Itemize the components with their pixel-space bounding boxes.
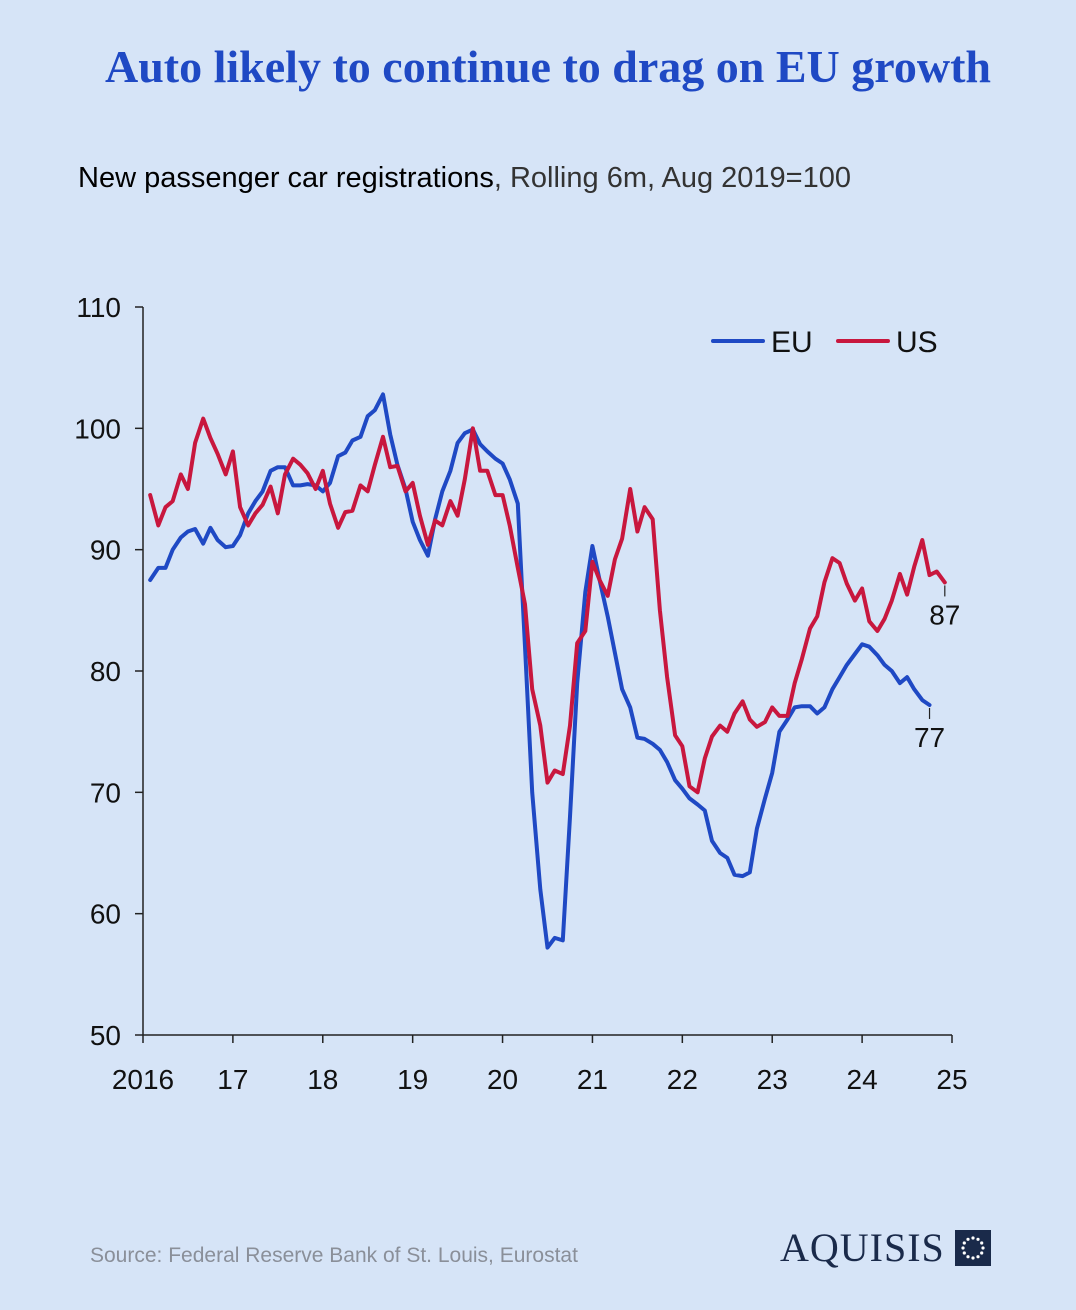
y-tick-label: 50 — [90, 1020, 121, 1051]
series-line-eu — [148, 392, 932, 950]
y-tick-label: 70 — [90, 777, 121, 808]
x-tick-label: 24 — [847, 1064, 878, 1095]
subtitle-detail: , Rolling 6m, Aug 2019=100 — [493, 162, 851, 194]
y-tick-label: 80 — [90, 656, 121, 687]
chart-subtitle: New passenger car registrations, Rolling… — [78, 162, 851, 195]
x-tick-label: 17 — [217, 1064, 248, 1095]
subtitle-measure: New passenger car registrations — [78, 162, 494, 194]
x-tick-label: 21 — [577, 1064, 608, 1095]
y-tick-label: 110 — [76, 292, 121, 323]
y-tick-label: 90 — [90, 535, 121, 566]
x-tick-label: 25 — [936, 1064, 967, 1095]
series-line-us — [148, 416, 947, 795]
source-note: Source: Federal Reserve Bank of St. Loui… — [90, 1244, 578, 1267]
y-tick-label: 100 — [74, 413, 121, 444]
x-tick-label: 23 — [757, 1064, 788, 1095]
legend-label-us: US — [896, 326, 938, 359]
page-title: Auto likely to continue to drag on EU gr… — [105, 41, 991, 92]
legend-label-eu: EU — [771, 326, 813, 359]
x-tick-label: 19 — [397, 1064, 428, 1095]
x-tick-label: 20 — [487, 1064, 518, 1095]
y-tick-label: 60 — [90, 899, 121, 930]
end-label-eu: 77 — [914, 722, 945, 753]
x-tick-label: 22 — [667, 1064, 698, 1095]
x-tick-label: 2016 — [112, 1064, 174, 1095]
brand-name: AQUISIS — [780, 1225, 945, 1270]
x-tick-label: 18 — [307, 1064, 338, 1095]
brand-logo: AQUISIS — [780, 1224, 991, 1271]
end-label-us: 87 — [929, 599, 960, 630]
brand-emblem-icon — [954, 1229, 991, 1266]
